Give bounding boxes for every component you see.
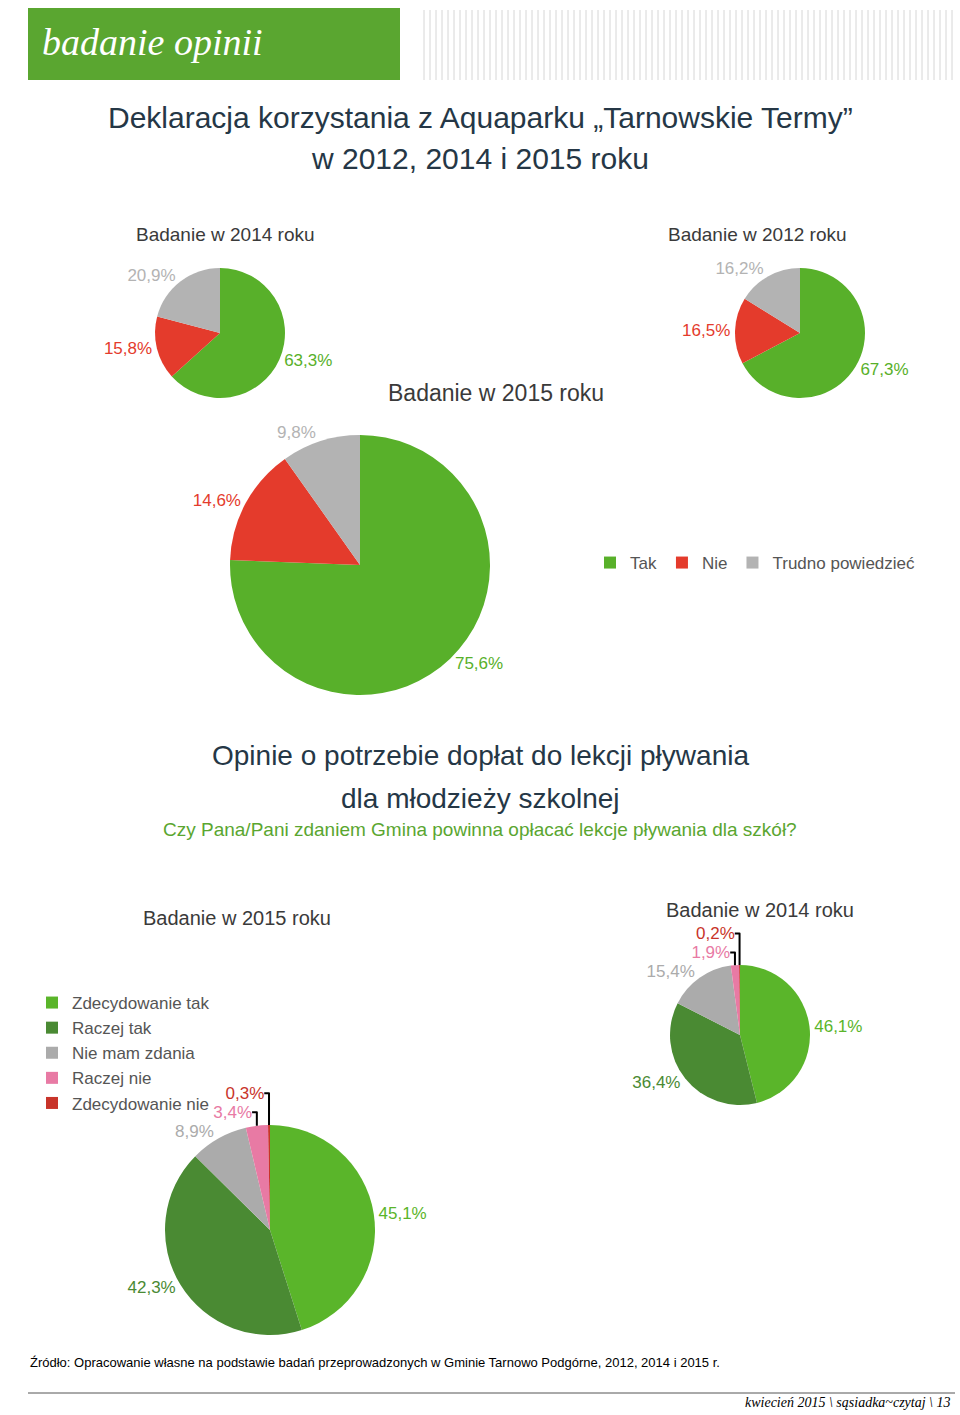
svg-text:20,9%: 20,9% xyxy=(127,266,175,285)
svg-text:Zdecydowanie tak: Zdecydowanie tak xyxy=(72,994,210,1013)
svg-text:Nie mam zdania: Nie mam zdania xyxy=(72,1044,195,1063)
svg-text:46,1%: 46,1% xyxy=(814,1017,862,1036)
svg-text:3,4%: 3,4% xyxy=(213,1103,252,1122)
svg-text:Badanie w 2014 roku: Badanie w 2014 roku xyxy=(666,899,854,921)
svg-text:63,3%: 63,3% xyxy=(284,351,332,370)
svg-text:Raczej tak: Raczej tak xyxy=(72,1019,152,1038)
svg-text:9,8%: 9,8% xyxy=(277,423,316,442)
svg-text:Zdecydowanie nie: Zdecydowanie nie xyxy=(72,1095,209,1114)
svg-text:Raczej nie: Raczej nie xyxy=(72,1069,151,1088)
svg-text:36,4%: 36,4% xyxy=(632,1073,680,1092)
svg-text:0,3%: 0,3% xyxy=(226,1084,265,1103)
svg-text:0,2%: 0,2% xyxy=(696,924,735,943)
svg-text:8,9%: 8,9% xyxy=(175,1122,214,1141)
svg-text:Trudno powiedzieć: Trudno powiedzieć xyxy=(772,554,915,573)
svg-text:Badanie w 2015 roku: Badanie w 2015 roku xyxy=(143,907,331,929)
svg-text:16,2%: 16,2% xyxy=(715,259,763,278)
svg-text:42,3%: 42,3% xyxy=(128,1278,176,1297)
svg-text:Opinie o potrzebie dopłat do l: Opinie o potrzebie dopłat do lekcji pływ… xyxy=(212,740,749,771)
svg-text:14,6%: 14,6% xyxy=(193,491,241,510)
svg-text:dla młodzieży szkolnej: dla młodzieży szkolnej xyxy=(341,783,620,814)
svg-text:Nie: Nie xyxy=(702,554,728,573)
svg-text:Źródło: Opracowanie własne na: Źródło: Opracowanie własne na podstawie … xyxy=(30,1355,720,1370)
svg-text:45,1%: 45,1% xyxy=(379,1204,427,1223)
svg-text:Badanie w 2012 roku: Badanie w 2012 roku xyxy=(668,224,847,245)
svg-text:Tak: Tak xyxy=(630,554,657,573)
svg-text:Badanie w 2014 roku: Badanie w 2014 roku xyxy=(136,224,315,245)
svg-text:15,8%: 15,8% xyxy=(104,339,152,358)
svg-text:15,4%: 15,4% xyxy=(647,962,695,981)
svg-text:67,3%: 67,3% xyxy=(860,360,908,379)
svg-text:Czy Pana/Pani zdaniem Gmina po: Czy Pana/Pani zdaniem Gmina powinna opła… xyxy=(163,819,797,840)
svg-text:badanie opinii: badanie opinii xyxy=(42,21,263,63)
svg-text:Badanie w 2015 roku: Badanie w 2015 roku xyxy=(388,380,604,406)
svg-text:Deklaracja korzystania z Aquap: Deklaracja korzystania z Aquaparku „Tarn… xyxy=(108,101,853,134)
svg-text:w 2012, 2014 i 2015 roku: w 2012, 2014 i 2015 roku xyxy=(311,142,649,175)
svg-text:75,6%: 75,6% xyxy=(455,654,503,673)
svg-text:1,9%: 1,9% xyxy=(691,943,730,962)
svg-text:16,5%: 16,5% xyxy=(682,321,730,340)
svg-text:kwiecień 2015 \ sąsiadka~czyta: kwiecień 2015 \ sąsiadka~czytaj \ 13 xyxy=(745,1395,950,1410)
